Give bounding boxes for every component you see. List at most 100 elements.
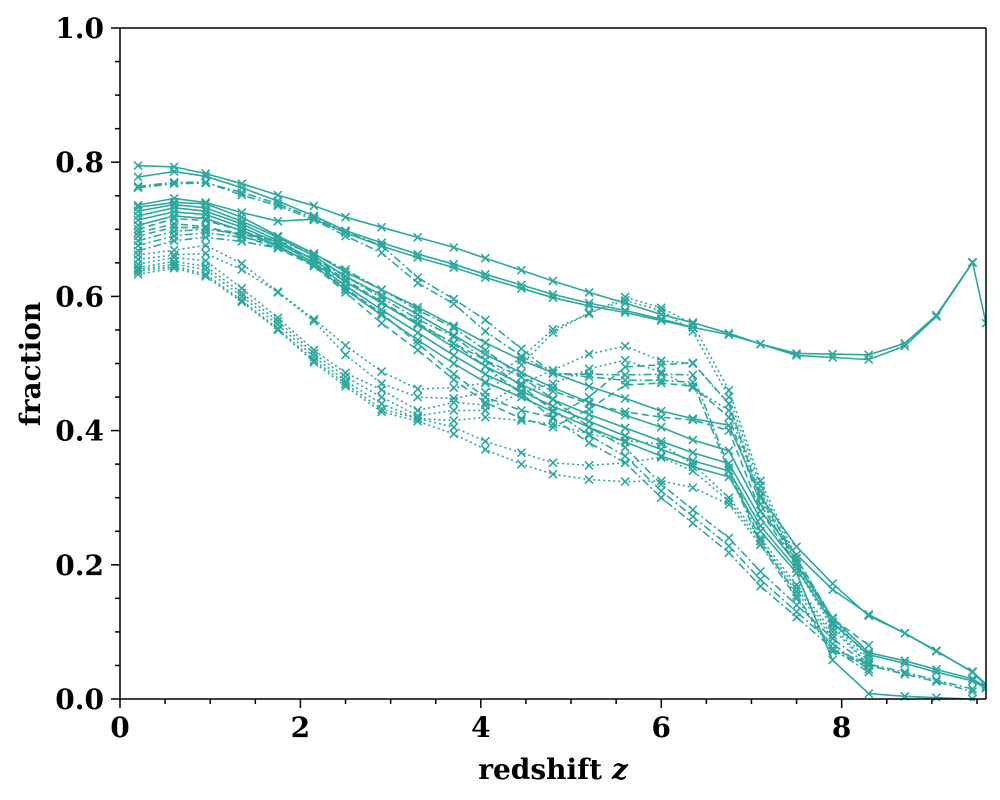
data-point xyxy=(688,483,698,493)
data-point xyxy=(516,415,526,426)
series-line-mid-dashed-3 xyxy=(137,223,870,656)
data-point xyxy=(620,355,630,365)
data-point xyxy=(688,370,698,380)
data-point xyxy=(449,321,459,331)
data-point xyxy=(548,422,558,432)
data-point xyxy=(584,429,594,439)
data-point xyxy=(516,265,526,275)
data-point xyxy=(133,160,143,171)
data-point xyxy=(340,381,351,391)
data-point xyxy=(656,412,666,422)
data-point xyxy=(449,393,459,403)
data-point xyxy=(169,167,179,177)
data-point xyxy=(377,248,387,258)
data-point xyxy=(133,246,143,256)
data-point xyxy=(688,326,698,336)
data-point xyxy=(273,316,283,326)
data-point xyxy=(548,386,558,396)
series-mid-solid-1 xyxy=(133,197,986,689)
y-axis-label: fraction xyxy=(14,302,47,427)
data-point xyxy=(688,518,698,528)
data-point xyxy=(620,423,630,433)
data-point xyxy=(548,419,558,429)
data-point xyxy=(377,222,387,232)
series-line-low-dotted-4 xyxy=(137,260,870,667)
data-point xyxy=(201,271,211,281)
data-point xyxy=(584,349,594,359)
data-point xyxy=(864,667,874,677)
data-point xyxy=(201,240,211,250)
data-point xyxy=(900,669,910,679)
data-point xyxy=(133,262,143,273)
x-tick-label: 8 xyxy=(832,711,851,744)
data-point xyxy=(169,219,179,229)
data-point xyxy=(480,387,490,397)
data-point xyxy=(413,335,423,345)
data-point xyxy=(237,264,247,275)
y-tick-label: 0.6 xyxy=(55,280,104,313)
series-mid-solid-2 xyxy=(133,199,986,691)
data-point xyxy=(480,315,490,325)
y-tick-label: 0.8 xyxy=(55,146,104,179)
data-point xyxy=(548,324,558,334)
data-point xyxy=(548,276,558,286)
data-point xyxy=(864,647,874,657)
data-point xyxy=(656,439,666,449)
data-point xyxy=(791,612,802,622)
data-point xyxy=(548,458,558,468)
data-point xyxy=(480,369,490,379)
series-upper-1 xyxy=(133,160,986,360)
series-line-upper-5 xyxy=(137,181,973,693)
data-point xyxy=(828,352,838,363)
data-point xyxy=(724,405,734,416)
data-point xyxy=(584,307,594,318)
data-point xyxy=(133,183,143,193)
data-point xyxy=(449,422,459,432)
data-point xyxy=(620,307,630,318)
data-point xyxy=(724,533,734,543)
data-point xyxy=(377,310,387,320)
data-point xyxy=(309,355,319,365)
x-axis-label: redshift z xyxy=(478,753,629,786)
data-point xyxy=(449,332,459,342)
data-point xyxy=(480,273,490,283)
data-point xyxy=(584,392,594,402)
data-point xyxy=(620,362,630,372)
data-point xyxy=(413,338,423,348)
data-point xyxy=(273,216,283,226)
data-point xyxy=(620,393,630,403)
data-point xyxy=(449,397,459,407)
data-point xyxy=(864,654,874,664)
data-point xyxy=(864,609,874,620)
data-point xyxy=(828,585,838,595)
series-line-mid-dashdot-1 xyxy=(137,228,870,667)
data-point xyxy=(791,587,802,597)
data-point xyxy=(656,436,666,446)
data-point xyxy=(449,299,459,309)
data-point xyxy=(724,541,734,551)
data-point xyxy=(656,452,666,463)
data-point xyxy=(656,360,666,370)
data-point xyxy=(656,315,666,326)
data-point xyxy=(828,655,838,665)
data-point xyxy=(449,262,459,273)
data-point xyxy=(584,301,594,311)
data-point xyxy=(791,600,802,610)
series-layer xyxy=(133,160,986,701)
data-point xyxy=(377,285,387,295)
data-point xyxy=(620,442,630,452)
data-point xyxy=(413,328,423,338)
data-point xyxy=(340,264,351,275)
data-point xyxy=(620,341,630,351)
y-tick-label: 0.4 xyxy=(55,415,104,448)
data-point xyxy=(516,459,526,469)
data-point xyxy=(309,316,319,326)
data-point xyxy=(864,354,874,365)
data-point xyxy=(584,381,594,391)
data-point xyxy=(688,381,698,391)
series-line-low-dotted-7 xyxy=(137,267,834,640)
data-point xyxy=(548,469,558,479)
series-line-mid-solid-2 xyxy=(137,203,986,687)
data-point xyxy=(688,413,698,424)
